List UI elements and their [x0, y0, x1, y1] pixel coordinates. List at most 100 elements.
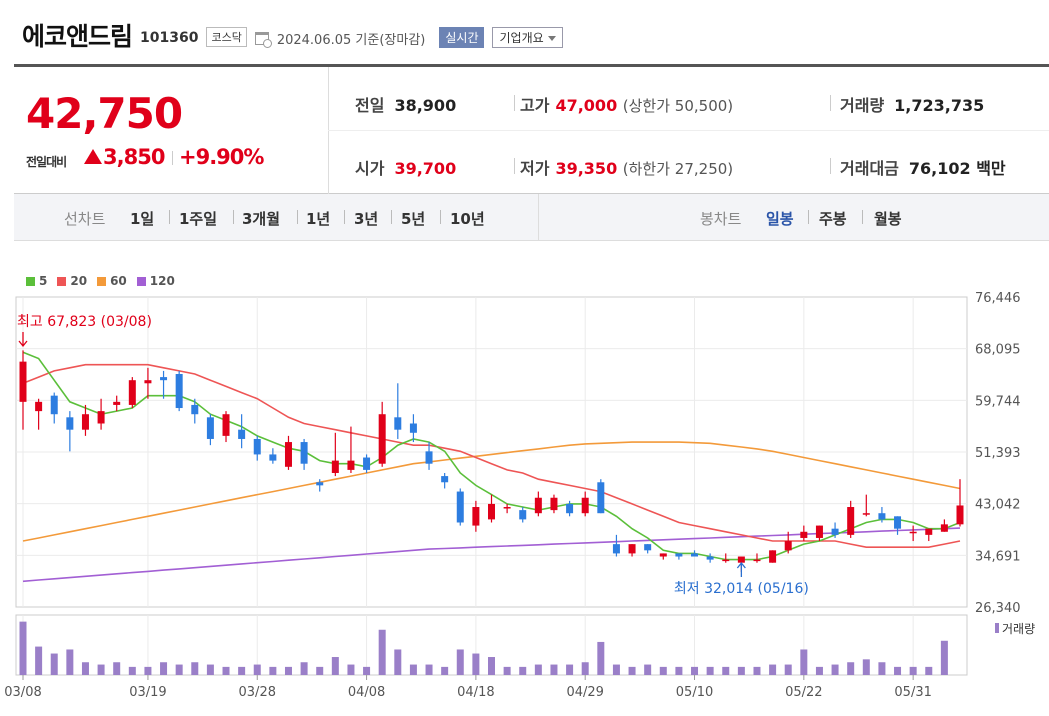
candle-body: [519, 510, 527, 520]
tab-daily[interactable]: 일봉: [766, 210, 794, 228]
candle-body: [566, 503, 574, 514]
volume-bar: [737, 666, 745, 675]
volume-bar: [894, 666, 902, 675]
candle-body: [862, 513, 870, 515]
y-tick-label: 59,744: [975, 394, 1021, 409]
volume-bar: [456, 649, 464, 675]
tab-5y[interactable]: 5년: [401, 210, 426, 228]
candle-body: [753, 559, 761, 562]
y-tick-label: 76,446: [975, 291, 1021, 306]
tab-1d[interactable]: 1일: [130, 210, 155, 228]
current-price-box: 42,750 전일대비 3,850 +9.90%: [14, 67, 329, 194]
candle-body: [691, 553, 699, 557]
candle-body: [191, 404, 199, 415]
realtime-button[interactable]: 실시간: [439, 26, 485, 48]
volume-bar: [66, 649, 74, 675]
volume-bar: [269, 666, 277, 675]
volume-bar: [35, 646, 43, 675]
volume-bar: [612, 664, 620, 675]
x-tick-label: 03/28: [239, 685, 276, 700]
low-value: 39,350: [555, 159, 618, 178]
y-tick-label: 26,340: [975, 601, 1021, 616]
legend-swatch: [57, 277, 67, 286]
candle-body: [831, 528, 839, 535]
divider: [169, 210, 170, 224]
low-price: 저가 39,350 (하한가 27,250): [520, 155, 733, 179]
x-tick-label: 05/22: [785, 685, 822, 700]
candle-chart-label: 봉차트: [700, 210, 742, 228]
x-tick-label: 04/08: [348, 685, 385, 700]
volume-bar: [284, 666, 292, 675]
volume-bar: [175, 664, 183, 675]
divider: [172, 151, 173, 165]
volume-bar: [878, 662, 886, 675]
tab-10y[interactable]: 10년: [450, 210, 485, 228]
divider: [830, 95, 831, 111]
volume-bar: [19, 621, 27, 675]
volume-bar: [706, 666, 714, 675]
volume-bar: [472, 653, 480, 675]
candle-body: [894, 516, 902, 529]
volume-bar: [769, 664, 777, 675]
divider: [830, 158, 831, 174]
candle-body: [597, 482, 605, 514]
volume-bar: [128, 666, 136, 675]
x-tick-label: 04/18: [457, 685, 494, 700]
divider: [233, 210, 234, 224]
volume-bar: [238, 666, 246, 675]
volume-bar: [394, 649, 402, 675]
volume-bar: [378, 629, 386, 675]
candle-body: [472, 507, 480, 526]
trade-amount: 거래대금 76,102 백만: [840, 155, 1006, 179]
current-price: 42,750: [26, 89, 183, 138]
amount-value: 76,102 백만: [908, 159, 1006, 178]
candle-body: [784, 541, 792, 551]
y-tick-label: 34,691: [975, 549, 1021, 564]
divider: [440, 210, 441, 224]
volume-bar: [316, 666, 324, 675]
company-overview-dropdown[interactable]: 기업개요: [492, 26, 563, 48]
stock-code: 101360: [140, 30, 199, 46]
legend-swatch: [26, 277, 35, 286]
candle-body: [347, 460, 355, 470]
candle-body: [815, 525, 823, 538]
prev-close: 전일 38,900: [355, 92, 456, 116]
volume-bar: [331, 657, 339, 675]
chart-legend: 5 20 60 120: [26, 274, 175, 288]
high-annotation: 최고 67,823 (03/08): [17, 314, 152, 330]
divider: [391, 210, 392, 224]
volume-bar: [253, 664, 261, 675]
price-change-percent: +9.90%: [179, 145, 264, 169]
y-tick-label: 51,393: [975, 446, 1021, 461]
volume-bar: [409, 664, 417, 675]
chart-period-tabs: 선차트 1일 1주일 3개월 1년 3년 5년 10년 봉차트 일봉 주봉 월봉: [14, 194, 1049, 241]
volume-bar: [644, 664, 652, 675]
volume-bar: [144, 666, 152, 675]
candle-body: [878, 513, 886, 520]
x-tick-label: 03/19: [129, 685, 166, 700]
tab-monthly[interactable]: 월봉: [874, 210, 902, 228]
candle-body: [909, 531, 917, 534]
tab-3y[interactable]: 3년: [354, 210, 379, 228]
candle-body: [800, 531, 808, 538]
tab-weekly[interactable]: 주봉: [819, 210, 847, 228]
divider: [538, 194, 539, 240]
volume-bar: [675, 666, 683, 675]
tab-1y[interactable]: 1년: [306, 210, 331, 228]
candle-body: [456, 491, 464, 523]
tab-3m[interactable]: 3개월: [242, 210, 281, 228]
high-label: 고가: [520, 96, 550, 115]
candle-body: [269, 454, 277, 461]
open-label: 시가: [355, 159, 385, 178]
price-change: 3,850: [103, 145, 165, 169]
candle-body: [581, 497, 589, 514]
candle-body: [925, 528, 933, 535]
volume-bar: [847, 662, 855, 675]
y-tick-label: 43,042: [975, 498, 1021, 513]
tab-1w[interactable]: 1주일: [179, 210, 218, 228]
volume-bar: [191, 662, 199, 675]
candle-body: [706, 556, 714, 560]
market-badge: 코스닥: [206, 27, 247, 47]
legend-ma60: 60: [97, 274, 127, 288]
candle-body: [675, 553, 683, 557]
